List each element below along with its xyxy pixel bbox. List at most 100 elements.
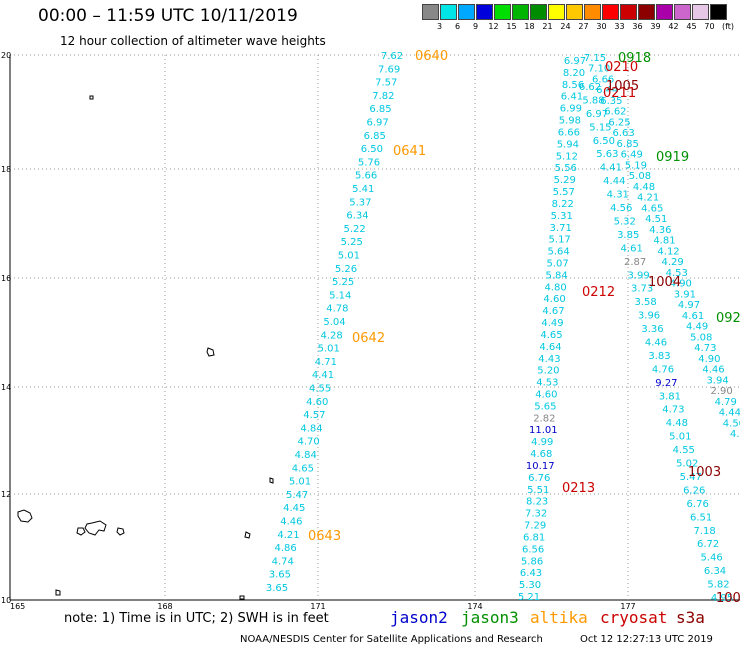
longitude-label: 165 <box>10 602 25 611</box>
color-swatch <box>656 4 673 20</box>
wave-height-value: 6.34 <box>346 211 368 222</box>
wave-height-value: 8.22 <box>552 199 574 210</box>
wave-height-value: 4.90 <box>698 354 720 365</box>
wave-height-value: 5.57 <box>553 187 575 198</box>
wave-height-value: 4.55 <box>309 384 331 395</box>
wave-height-value: 3.58 <box>634 297 656 308</box>
wave-height-value: 5.01 <box>338 251 360 262</box>
wave-height-value: 5.04 <box>323 317 345 328</box>
map-title: 00:00 – 11:59 UTC 10/11/2019 <box>38 6 298 26</box>
wave-height-value: 6.97 <box>564 56 586 67</box>
wave-height-value: 6.76 <box>528 473 550 484</box>
pass-time-label: 0210 <box>605 60 638 75</box>
wave-height-value: 7.15 <box>584 53 606 64</box>
wave-height-value: 3.73 <box>631 284 653 295</box>
wave-height-value: 4.95 <box>711 593 733 604</box>
wave-height-value: 6.99 <box>560 104 582 115</box>
legend-jason2: jason2 <box>390 608 448 627</box>
wave-height-value: 4.78 <box>326 304 348 315</box>
wave-height-value: 8.56 <box>562 80 584 91</box>
wave-height-value: 4.46 <box>645 338 667 349</box>
island-outline <box>239 595 245 600</box>
footer-note: note: 1) Time is in UTC; 2) SWH is in fe… <box>64 611 329 626</box>
wave-height-value: 5.20 <box>537 366 559 377</box>
pass-time-label: 1003 <box>688 465 721 480</box>
wave-height-value: 5.17 <box>549 235 571 246</box>
wave-height-value: 6.72 <box>697 539 719 550</box>
wave-height-value: 5.84 <box>545 270 567 281</box>
wave-height-value: 5.15 <box>589 122 611 133</box>
wave-height-value: 4.84 <box>295 450 317 461</box>
pass-time-label: 0919 <box>656 150 689 165</box>
pass-time-label: 0212 <box>582 285 615 300</box>
wave-height-value: 4.29 <box>661 257 683 268</box>
wave-height-value: 3.85 <box>617 230 639 241</box>
wave-height-value: 7.62 <box>381 51 403 62</box>
wave-height-value: 4.43 <box>538 354 560 365</box>
wave-height-value: 4.61 <box>682 311 704 322</box>
wave-height-value: 4.90 <box>670 279 692 290</box>
color-scale-label: 15 <box>506 22 517 31</box>
wave-height-value: 5.47 <box>286 490 308 501</box>
wave-height-value: 2.90 <box>711 386 733 397</box>
wave-height-value: 5.76 <box>358 157 380 168</box>
wave-height-value: 5.94 <box>557 139 579 150</box>
color-swatch <box>422 4 439 20</box>
pass-time-label: 092 <box>716 311 740 326</box>
wave-height-value: 4.44 <box>719 408 740 419</box>
wave-height-value: 5.12 <box>556 151 578 162</box>
color-swatch <box>620 4 637 20</box>
wave-height-value: 4.56 <box>610 203 632 214</box>
color-scale-label: 6 <box>454 22 461 31</box>
pass-time-label: 100 <box>716 591 740 606</box>
wave-height-value: 7.82 <box>372 91 394 102</box>
wave-height-value: 4.86 <box>274 543 296 554</box>
wave-height-value: 3.96 <box>638 311 660 322</box>
color-scale-label: 45 <box>686 22 697 31</box>
color-scale-unit: (ft) <box>722 22 735 31</box>
color-scale-label: 12 <box>488 22 499 31</box>
latitude-label: 20 <box>1 51 11 60</box>
wave-height-value: 4.65 <box>540 330 562 341</box>
color-swatch <box>494 4 511 20</box>
wave-height-value: 5.01 <box>669 432 691 443</box>
wave-height-value: 4.46 <box>280 517 302 528</box>
wave-height-value: 6.62 <box>579 82 601 93</box>
wave-height-value: 4.46 <box>702 365 724 376</box>
wave-height-value: 4.49 <box>541 318 563 329</box>
wave-height-value: 7.69 <box>378 64 400 75</box>
wave-height-value: 4.48 <box>633 182 655 193</box>
wave-height-value: 9.27 <box>655 378 677 389</box>
color-scale-label: 42 <box>668 22 679 31</box>
color-scale-label: 33 <box>614 22 625 31</box>
island-outline <box>89 95 94 100</box>
latitude-label: 16 <box>1 274 11 283</box>
wave-height-value: 4.60 <box>543 294 565 305</box>
credit-line: NOAA/NESDIS Center for Satellite Applica… <box>240 634 543 645</box>
longitude-label: 171 <box>310 602 325 611</box>
wave-height-value: 4.21 <box>277 530 299 541</box>
color-swatch <box>638 4 655 20</box>
wave-height-value: 5.01 <box>318 344 340 355</box>
wave-height-value: 8.20 <box>563 68 585 79</box>
wave-height-value: 4.41 <box>600 163 622 174</box>
wave-height-value: 7.57 <box>375 78 397 89</box>
wave-height-value: 5.56 <box>555 163 577 174</box>
wave-height-value: 10.17 <box>526 461 555 472</box>
wave-height-value: 4.60 <box>535 390 557 401</box>
wave-height-value: 6.35 <box>600 96 622 107</box>
pass-time-label: 0213 <box>562 481 595 496</box>
wave-height-value: 4.97 <box>678 300 700 311</box>
wave-height-value: 4.73 <box>694 343 716 354</box>
wave-height-value: 4.76 <box>652 364 674 375</box>
wave-height-value: 4.21 <box>637 193 659 204</box>
wave-height-value: 4.65 <box>292 463 314 474</box>
wave-height-value: 3.65 <box>269 570 291 581</box>
latitude-label: 10 <box>1 596 11 605</box>
wave-height-value: 5.25 <box>341 237 363 248</box>
wave-height-value: 4.81 <box>653 236 675 247</box>
wave-height-value: 3.83 <box>648 351 670 362</box>
island-outline <box>206 347 215 357</box>
wave-height-value: 5.82 <box>707 580 729 591</box>
island-outline <box>55 589 61 596</box>
